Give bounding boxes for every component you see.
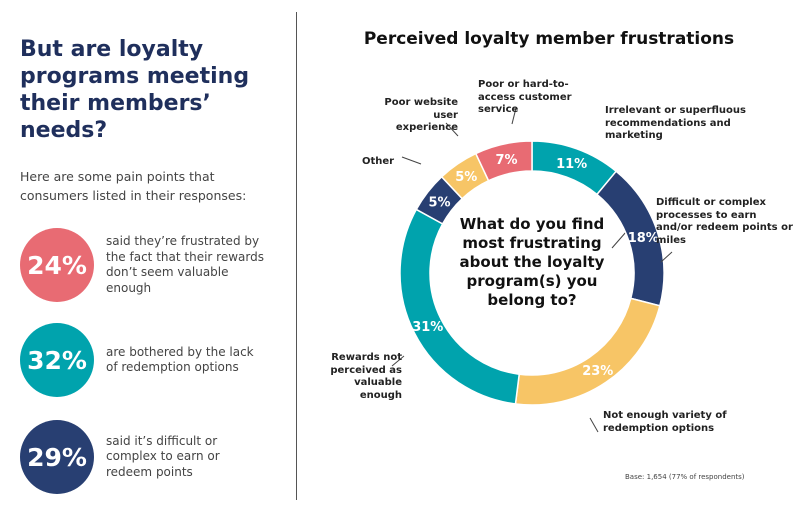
chart-title: Perceived loyalty member frustrations [363, 29, 735, 49]
stat-circle: 24% [20, 228, 94, 302]
leader-line [511, 107, 517, 125]
slice-value-label: 11% [556, 157, 587, 172]
slice-label: Poor or hard-to-access customer service [478, 79, 572, 115]
slice-label: Not enough variety of redemption options [603, 410, 727, 434]
footnote: Base: 1,654 (77% of respondents) [625, 473, 745, 481]
donut-slice [514, 297, 661, 406]
stat-item: 32% are bothered by the lack of redempti… [20, 323, 266, 397]
stat-text: said it’s difficult or complex to earn o… [106, 433, 220, 479]
slice-label: Poor website user experience [384, 97, 458, 133]
stat-circle: 32% [20, 323, 94, 397]
slice-value-label: 7% [495, 153, 517, 168]
stat-circle: 29% [20, 420, 94, 494]
slice-label: Difficult or complex processes to earn a… [656, 197, 793, 246]
leader-line [401, 156, 422, 165]
left-heading: But are loyalty programs meeting their m… [20, 37, 250, 143]
slice-label: Irrelevant or superfluous recommendation… [605, 105, 746, 141]
center-question: What do you find most frustrating about … [459, 215, 605, 309]
leader-line [445, 122, 459, 137]
leader-line [391, 355, 405, 367]
stat-item: 24% said they’re frustrated by the fact … [20, 228, 266, 302]
slice-label: Other [362, 156, 395, 167]
slice-value-label: 23% [582, 364, 613, 379]
stat-text: are bothered by the lack of redemption o… [106, 344, 254, 375]
leader-line [611, 231, 627, 249]
donut-slice [474, 140, 533, 182]
divider [296, 12, 297, 500]
stat-text: said they’re frustrated by the fact that… [106, 234, 264, 295]
leader-line [589, 417, 599, 433]
intro-text: Here are some pain points that consumers… [20, 169, 247, 203]
slice-value-label: 5% [429, 195, 451, 210]
slice-label: Rewards not perceived as valuable enough [330, 352, 402, 401]
slice-value-label: 18% [628, 231, 659, 246]
leader-line [660, 251, 673, 263]
slice-value-label: 5% [455, 170, 477, 185]
stat-item: 29% said it’s difficult or complex to ea… [20, 420, 266, 494]
slice-value-label: 31% [412, 320, 443, 335]
